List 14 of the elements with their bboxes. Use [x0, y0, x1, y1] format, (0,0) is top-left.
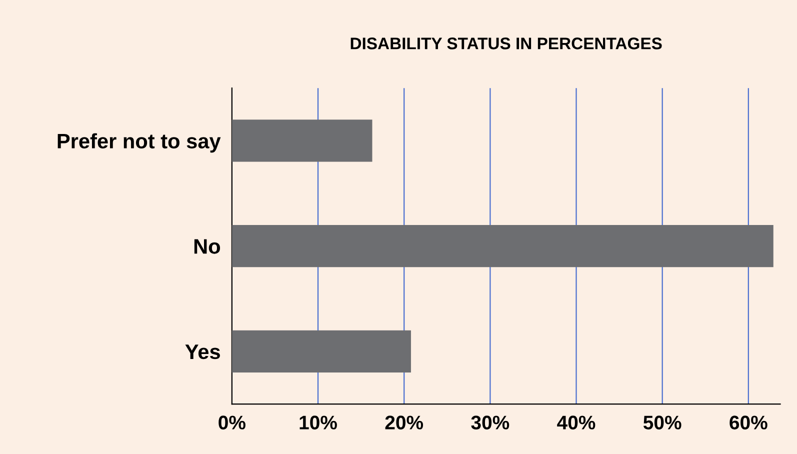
y-tick-label: No [194, 239, 220, 254]
x-tick-label: 0% [218, 416, 246, 430]
bar [232, 225, 774, 268]
x-tick-label: 60% [730, 416, 768, 430]
bar [232, 120, 372, 162]
x-tick-label: 10% [300, 416, 337, 430]
y-tick-label: Yes [185, 344, 220, 360]
chart-title: DISABILITY STATUS IN PERCENTAGES [350, 38, 662, 50]
x-tick-label: 40% [557, 416, 596, 430]
bar [232, 330, 411, 372]
x-tick-label: 50% [643, 416, 682, 430]
x-tick-label: 20% [385, 416, 424, 430]
x-tick-label: 30% [471, 416, 510, 430]
y-tick-label: Prefer not to say [58, 133, 221, 153]
